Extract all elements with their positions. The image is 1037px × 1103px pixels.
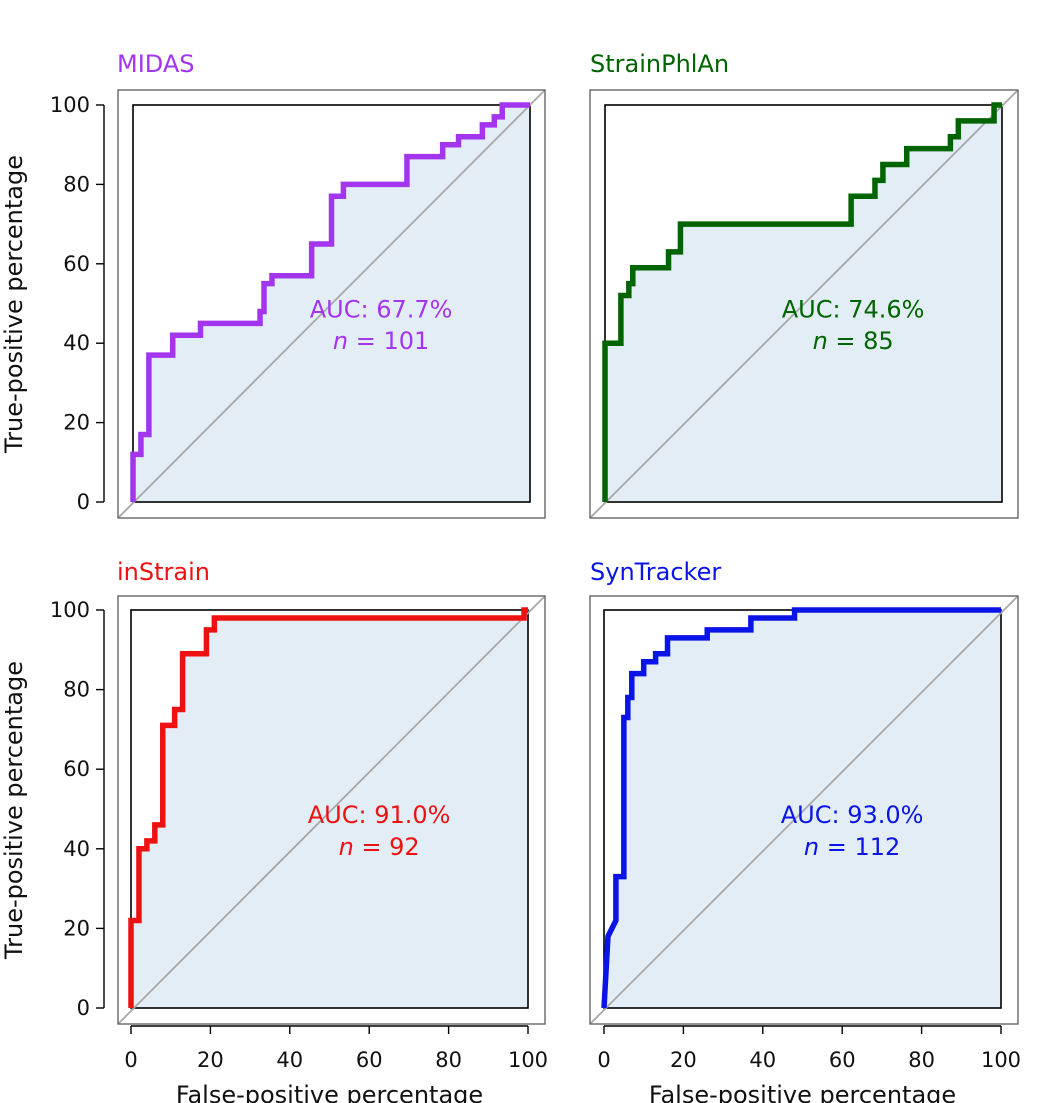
- panel-strainphlan: StrainPhlAn AUC: 74.6% n = 85: [589, 50, 1019, 519]
- n-label: n = 85: [813, 327, 894, 355]
- x-tick-label: 0: [124, 1048, 137, 1072]
- y-tick-label: 100: [50, 93, 90, 117]
- n-label: n = 112: [804, 833, 900, 861]
- data-frame: [132, 104, 531, 503]
- y-tick-label: 0: [77, 490, 90, 514]
- diagonal-reference-line: [117, 89, 546, 519]
- x-tick-label: 20: [197, 1048, 224, 1072]
- x-tick-label: 40: [749, 1048, 776, 1072]
- x-tick-label: 60: [356, 1048, 383, 1072]
- panel-midas: MIDAS AUC: 67.7% n = 101 0 20 40 60 80 100 True-p…: [0, 50, 546, 519]
- auc-label: AUC: 74.6%: [782, 295, 925, 323]
- x-tick-label: 80: [435, 1048, 462, 1072]
- data-frame: [604, 104, 1003, 503]
- y-tick-label: 0: [77, 996, 90, 1020]
- panel-syntracker: SynTracker AUC: 93.0% n = 112 0 20 40 60 80 100 F…: [589, 558, 1021, 1103]
- diagonal-reference-line: [117, 595, 546, 1025]
- x-tick-label: 80: [908, 1048, 935, 1072]
- roc-curve: [602, 102, 1002, 502]
- y-tick-label: 80: [63, 172, 90, 196]
- auc-area: [131, 610, 528, 1008]
- y-tick-label: 60: [63, 252, 90, 276]
- roc-curve: [128, 607, 528, 1008]
- n-label: n = 101: [333, 327, 429, 355]
- plot-box: [117, 595, 546, 1025]
- diagonal-reference-line: [589, 89, 1019, 519]
- plot-box: [589, 595, 1019, 1025]
- roc-curve: [601, 607, 1001, 1009]
- panel-title: SynTracker: [590, 558, 721, 586]
- y-tick-label: 100: [50, 598, 90, 622]
- y-tick-label: 60: [63, 757, 90, 781]
- panel-title: StrainPhlAn: [590, 50, 729, 78]
- auc-label: AUC: 93.0%: [781, 801, 924, 829]
- data-frame: [130, 609, 529, 1009]
- panel-title: MIDAS: [117, 50, 195, 78]
- y-axis-label: True-positive percentage: [0, 661, 28, 960]
- y-axis-label: True-positive percentage: [0, 155, 28, 454]
- x-tick-label: 20: [670, 1048, 697, 1072]
- plot-box: [589, 89, 1019, 519]
- x-tick-label: 100: [508, 1048, 548, 1072]
- y-tick-label: 20: [63, 916, 90, 940]
- panel-instrain: inStrain AUC: 91.0% n = 92 0 20 40 60 80 100 0 20 4…: [0, 558, 548, 1103]
- y-tick-label: 20: [63, 411, 90, 435]
- x-axis-label: False-positive percentage: [176, 1081, 483, 1103]
- n-label: n = 92: [339, 833, 420, 861]
- x-tick-label: 0: [597, 1048, 610, 1072]
- diagonal-reference-line: [589, 595, 1019, 1025]
- y-tick-label: 80: [63, 678, 90, 702]
- auc-label: AUC: 91.0%: [308, 801, 451, 829]
- x-tick-label: 40: [276, 1048, 303, 1072]
- x-tick-label: 100: [981, 1048, 1021, 1072]
- y-tick-label: 40: [63, 837, 90, 861]
- auc-area: [604, 610, 1001, 1008]
- plot-box: [117, 89, 546, 519]
- x-axis-label: False-positive percentage: [649, 1081, 956, 1103]
- auc-label: AUC: 67.7%: [310, 295, 453, 323]
- x-tick-label: 60: [829, 1048, 856, 1072]
- panel-title: inStrain: [117, 558, 210, 586]
- roc-curve: [130, 102, 530, 502]
- y-tick-label: 40: [63, 331, 90, 355]
